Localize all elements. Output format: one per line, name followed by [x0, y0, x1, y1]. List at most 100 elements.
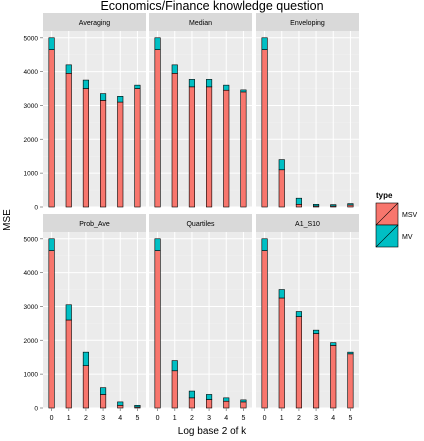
bar-mv	[154, 238, 161, 251]
bar-mv	[295, 311, 302, 317]
bar-msv	[295, 203, 302, 208]
x-tick-label: 4	[118, 415, 122, 422]
bar-mv	[100, 387, 107, 395]
bar-mv	[134, 84, 141, 89]
x-tick-label: 3	[101, 415, 105, 422]
bar-mv	[48, 238, 55, 251]
bar-mv	[261, 238, 268, 251]
bar-msv	[188, 86, 195, 208]
bar-mv	[188, 79, 195, 88]
x-axis-label: Log base 2 of k	[178, 426, 247, 437]
legend-key-diagonal	[375, 224, 399, 248]
chart-title: Economics/Finance knowledge question	[100, 0, 323, 13]
panel-strip	[256, 13, 359, 31]
bar-mv	[313, 203, 320, 207]
bar-msv	[240, 91, 247, 208]
bar-msv	[223, 400, 230, 409]
panel-strip	[43, 214, 146, 232]
panel-background	[149, 31, 252, 207]
bar-msv	[278, 169, 285, 208]
legend-label: MSV	[402, 212, 418, 219]
x-tick-label: 0	[50, 415, 54, 422]
bar-msv	[171, 370, 178, 409]
bar-mv	[65, 304, 72, 321]
x-tick-label: 4	[331, 415, 335, 422]
bar-msv	[82, 365, 89, 409]
x-tick-label: 5	[135, 415, 139, 422]
bar-msv	[154, 49, 161, 208]
panel-background	[149, 232, 252, 408]
bar-msv	[171, 73, 178, 208]
bar-mv	[100, 93, 107, 101]
bar-msv	[240, 401, 247, 409]
bar-msv	[278, 297, 285, 409]
bar-msv	[65, 73, 72, 208]
y-tick-label: 1000	[24, 171, 39, 178]
panel-background	[256, 31, 359, 207]
y-tick-label: 2000	[24, 338, 39, 345]
bar-mv	[206, 394, 213, 400]
y-axis-label: MSE	[2, 209, 13, 231]
bar-msv	[134, 88, 141, 208]
x-tick-label: 1	[67, 415, 71, 422]
x-tick-label: 1	[173, 415, 177, 422]
bar-msv	[48, 250, 55, 409]
bar-mv	[65, 64, 72, 74]
panel-label: Median	[189, 20, 212, 27]
bar-mv	[240, 89, 247, 93]
bar-msv	[206, 86, 213, 208]
y-tick-label: 3000	[24, 103, 39, 110]
bar-mv	[171, 360, 178, 372]
x-tick-label: 3	[207, 415, 211, 422]
panel-strip	[256, 214, 359, 232]
panel-strip	[43, 13, 146, 31]
y-tick-label: 0	[34, 406, 38, 413]
bar-mv	[117, 401, 124, 406]
y-tick-label: 2000	[24, 137, 39, 144]
bar-msv	[347, 204, 354, 208]
panel-strip	[149, 13, 252, 31]
bar-msv	[223, 89, 230, 208]
panel-background	[43, 232, 146, 408]
bar-mv	[347, 351, 354, 355]
y-tick-label: 0	[34, 205, 38, 212]
panel-strip	[149, 214, 252, 232]
bar-msv	[261, 49, 268, 208]
panel-background	[256, 232, 359, 408]
x-tick-label: 2	[190, 415, 194, 422]
x-tick-label: 2	[84, 415, 88, 422]
bar-msv	[48, 49, 55, 208]
bar-mv	[48, 37, 55, 50]
x-tick-label: 1	[280, 415, 284, 422]
x-tick-label: 5	[241, 415, 245, 422]
panel-label: Averaging	[79, 20, 111, 27]
legend-key-diagonal	[375, 202, 399, 226]
bar-mv	[330, 342, 337, 346]
bar-mv	[171, 64, 178, 74]
bar-msv	[330, 345, 337, 409]
y-tick-label: 5000	[24, 35, 39, 42]
bar-mv	[347, 203, 354, 206]
bar-mv	[117, 96, 124, 103]
panel-background	[43, 31, 146, 207]
bar-msv	[261, 250, 268, 409]
bar-msv	[206, 399, 213, 409]
bar-msv	[100, 100, 107, 208]
bar-mv	[134, 404, 141, 408]
panel-label: A1_S10	[295, 221, 320, 228]
bar-msv	[117, 404, 124, 409]
x-tick-label: 0	[156, 415, 160, 422]
bar-mv	[206, 79, 213, 88]
bar-mv	[261, 37, 268, 50]
legend-title: type	[376, 191, 393, 200]
bar-mv	[330, 204, 337, 207]
bar-msv	[82, 88, 89, 208]
y-tick-label: 3000	[24, 304, 39, 311]
bar-mv	[295, 197, 302, 205]
y-tick-label: 1000	[24, 372, 39, 379]
x-tick-label: 5	[348, 415, 352, 422]
bar-mv	[240, 399, 247, 403]
legend-label: MV	[402, 234, 413, 241]
bar-msv	[295, 316, 302, 409]
